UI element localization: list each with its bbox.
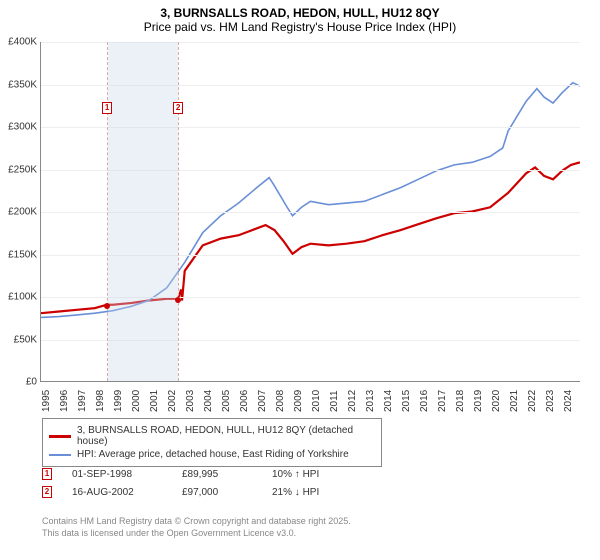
x-axis-tick: 2007 [257,390,268,412]
sale-point-icon [175,297,181,303]
x-axis-tick: 2020 [491,390,502,412]
x-axis-tick: 1995 [41,390,52,412]
y-axis-tick: £150K [1,249,37,260]
sale-row: 2 16-AUG-2002 £97,000 21% ↓ HPI [42,486,362,498]
sale-row: 1 01-SEP-1998 £89,995 10% ↑ HPI [42,468,362,480]
sale-marker-icon: 2 [173,102,183,114]
chart-subtitle: Price paid vs. HM Land Registry's House … [0,20,600,34]
x-axis-tick: 2016 [419,390,430,412]
attribution-line: This data is licensed under the Open Gov… [42,528,351,540]
sale-price: £97,000 [182,487,252,498]
sale-date: 16-AUG-2002 [72,487,162,498]
legend-item: 3, BURNSALLS ROAD, HEDON, HULL, HU12 8QY… [49,425,375,447]
y-axis-tick: £0 [1,377,37,388]
y-axis-tick: £200K [1,207,37,218]
x-axis-tick: 2002 [167,390,178,412]
x-axis-tick: 2021 [509,390,520,412]
x-axis-tick: 1998 [95,390,106,412]
sale-date: 01-SEP-1998 [72,469,162,480]
x-axis-tick: 2008 [275,390,286,412]
sale-period-band [108,42,178,381]
x-axis-tick: 2004 [203,390,214,412]
sale-vline [107,42,108,381]
legend-label: HPI: Average price, detached house, East… [77,449,349,460]
attribution-line: Contains HM Land Registry data © Crown c… [42,516,351,528]
x-axis-tick: 2017 [437,390,448,412]
sale-hpi-delta: 10% ↑ HPI [272,469,362,480]
x-axis-tick: 2003 [185,390,196,412]
sale-marker-icon: 1 [42,468,52,480]
x-axis-tick: 2006 [239,390,250,412]
x-axis-tick: 2015 [401,390,412,412]
legend-swatch [49,435,71,438]
sale-marker-icon: 2 [42,486,52,498]
x-axis-tick: 2005 [221,390,232,412]
x-axis-tick: 2019 [473,390,484,412]
x-axis-tick: 1997 [77,390,88,412]
x-axis-tick: 2009 [293,390,304,412]
y-axis-tick: £250K [1,164,37,175]
x-axis-tick: 2023 [545,390,556,412]
x-axis-tick: 2014 [383,390,394,412]
y-axis-tick: £50K [1,334,37,345]
sales-table: 1 01-SEP-1998 £89,995 10% ↑ HPI 2 16-AUG… [42,462,362,504]
x-axis-tick: 1999 [113,390,124,412]
y-axis-tick: £400K [1,37,37,48]
y-axis-tick: £350K [1,79,37,90]
attribution: Contains HM Land Registry data © Crown c… [42,516,351,539]
x-axis-tick: 2000 [131,390,142,412]
legend-swatch [49,454,71,456]
x-axis-tick: 2018 [455,390,466,412]
x-axis-tick: 2022 [527,390,538,412]
legend: 3, BURNSALLS ROAD, HEDON, HULL, HU12 8QY… [42,418,382,467]
sale-hpi-delta: 21% ↓ HPI [272,487,362,498]
sale-price: £89,995 [182,469,252,480]
x-axis-tick: 2011 [329,390,340,412]
legend-label: 3, BURNSALLS ROAD, HEDON, HULL, HU12 8QY… [77,425,375,447]
sale-marker-icon: 1 [102,102,112,114]
x-axis-tick: 2013 [365,390,376,412]
x-axis-tick: 2024 [563,390,574,412]
y-axis-tick: £300K [1,122,37,133]
y-axis-tick: £100K [1,292,37,303]
sale-point-icon [104,303,110,309]
chart-title: 3, BURNSALLS ROAD, HEDON, HULL, HU12 8QY [0,6,600,20]
x-axis-tick: 2012 [347,390,358,412]
price-chart: £0£50K£100K£150K£200K£250K£300K£350K£400… [40,42,580,382]
x-axis-tick: 2010 [311,390,322,412]
x-axis-tick: 2001 [149,390,160,412]
legend-item: HPI: Average price, detached house, East… [49,449,375,460]
x-axis-tick: 1996 [59,390,70,412]
sale-vline [178,42,179,381]
